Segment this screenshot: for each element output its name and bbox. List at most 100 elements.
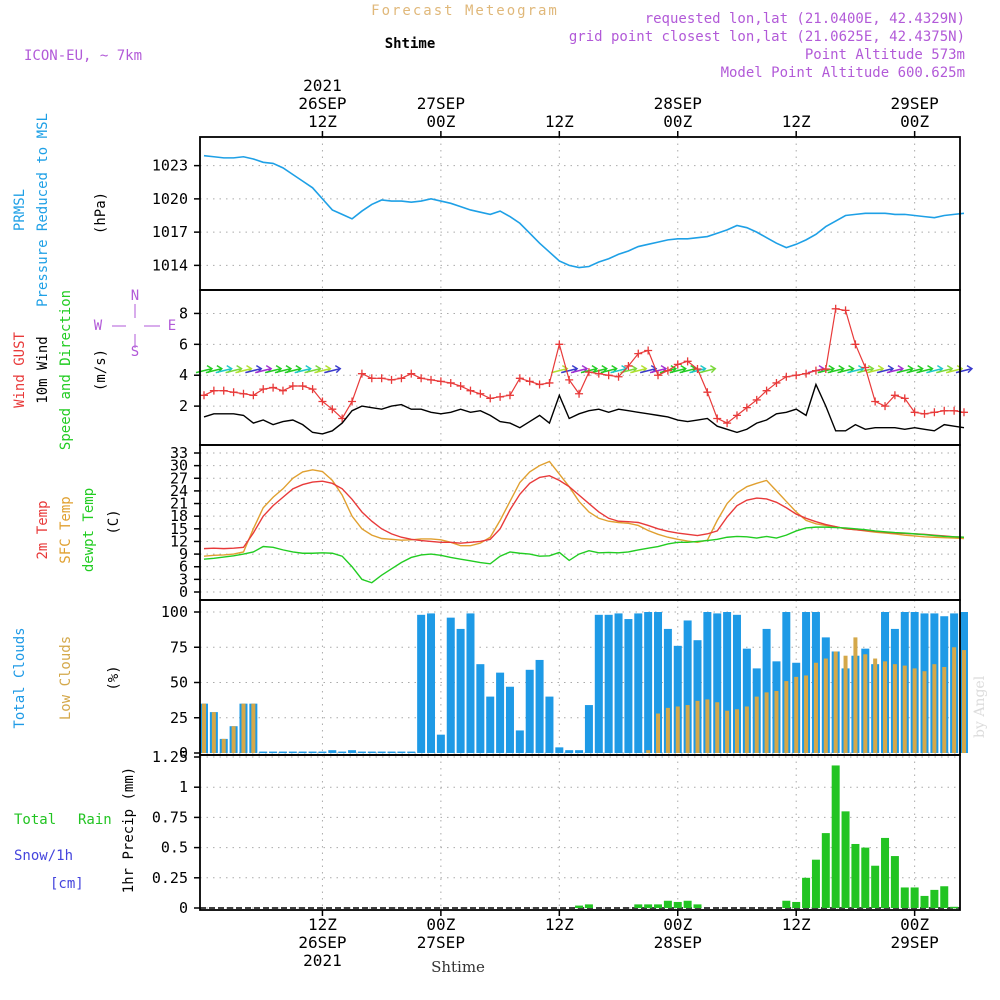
model-altitude: Model Point Altitude 600.625m [721,65,965,81]
figure-title: Forecast Meteogram [371,3,559,19]
gust-marker [644,346,653,355]
low-cloud-bar [705,699,710,753]
total-cloud-bar [417,614,426,753]
wind-direction-arrow [324,367,341,374]
gust-marker [259,385,268,394]
gust-marker [663,366,672,375]
wind-direction-arrow [679,367,696,374]
y-tick-label: 25 [170,709,188,727]
wind-direction-arrow [304,367,321,374]
gust-marker [357,369,366,378]
total-cloud-bar [644,612,653,753]
gust-marker [673,360,682,369]
total-cloud-bar [723,612,732,753]
total-cloud-bar [338,751,347,753]
low-cloud-bar [823,658,828,753]
wind-direction-arrow [926,367,943,374]
wind-direction-arrow [876,367,894,374]
time-label-top: 12Z [308,112,337,131]
total-cloud-bar [328,750,337,753]
precip-bar [940,886,949,908]
gust-marker [713,414,722,423]
total-cloud-bar [703,612,712,753]
gust-marker [367,374,376,383]
wind-direction-arrow [225,367,242,374]
gust-marker [328,405,337,414]
low-cloud-bar [695,700,700,753]
gust-marker [446,378,455,387]
y-tick-label: 1023 [152,157,188,175]
compass-n: N [131,288,139,304]
precip-bar [851,843,860,908]
compass-legend: N S W E [94,288,176,360]
gust-marker [782,372,791,381]
clouds-unit: (%) [106,665,122,690]
pressure-label-prmsl: PRMSL [12,189,28,231]
low-cloud-bar [774,690,779,753]
low-cloud-bar [952,647,957,753]
gust-marker [348,397,357,406]
time-label-top: 00Z [426,112,455,131]
wind-direction-arrow [294,367,311,374]
grid-point-coords: grid point closest lon,lat (21.0625E, 42… [569,29,965,45]
low-cloud-bar [873,658,878,753]
total-cloud-bar [407,751,416,753]
wind-direction-arrow [886,367,904,374]
precip-snow-label: Snow/1h [14,848,73,864]
requested-coords: requested lon,lat (21.0400E, 42.4329N) [645,11,965,27]
total-cloud-bar [308,751,317,753]
total-cloud-bar [357,751,366,753]
y-tick-label: 6 [179,335,188,353]
gust-marker [900,394,909,403]
total-cloud-bar [387,751,396,753]
wind-direction-arrow [245,367,262,374]
wind-direction-arrow [866,367,884,374]
point-altitude: Point Altitude 573m [805,47,965,63]
gust-marker [269,383,278,392]
total-cloud-bar [348,750,357,753]
total-cloud-bar [634,613,643,753]
time-label-top: 00Z [900,112,929,131]
gust-marker [535,380,544,389]
wind-direction-arrow [570,367,588,374]
gust-marker [683,357,692,366]
gust-marker [515,374,524,383]
precip-bar [861,847,870,908]
wind-direction-arrow [630,367,647,374]
low-cloud-bar [863,654,868,753]
time-label-top: 29SEP [891,94,939,113]
low-cloud-bar [892,664,897,753]
total-cloud-bar [565,750,574,753]
total-cloud-bar [456,628,465,753]
wind-direction-arrow [847,367,864,374]
location-title: Shtime [385,36,436,52]
time-label-bottom: 2021 [303,951,342,970]
gust-marker [742,403,751,412]
wind-direction-arrowhead [710,364,717,374]
panel-border [199,754,961,911]
wind-dir-label: Speed and Direction [58,290,74,450]
total-cloud-bar [496,672,505,753]
precip-bar [930,889,939,908]
low-cloud-bar [961,650,966,753]
low-cloud-bar [784,681,789,753]
total-cloud-bar [278,751,287,753]
sfc-temp-line [203,460,965,557]
precip-bar [841,811,850,908]
time-label-bottom: 29SEP [891,933,939,952]
gust-marker [397,374,406,383]
time-label-top: 2021 [303,76,342,95]
y-tick-label: 1017 [152,223,188,241]
gust-marker [456,382,465,391]
precip-bar [575,905,584,908]
time-label-top: 00Z [663,112,692,131]
gust-marker [417,374,426,383]
y-tick-label: 1.25 [152,748,188,766]
total-cloud-bar [624,619,633,753]
gust-marker [387,375,396,384]
y-tick-label: 33 [170,444,188,462]
total-cloud-bar [732,614,741,753]
low-cloud-bar [744,706,749,753]
low-cloud-bar [804,675,809,753]
